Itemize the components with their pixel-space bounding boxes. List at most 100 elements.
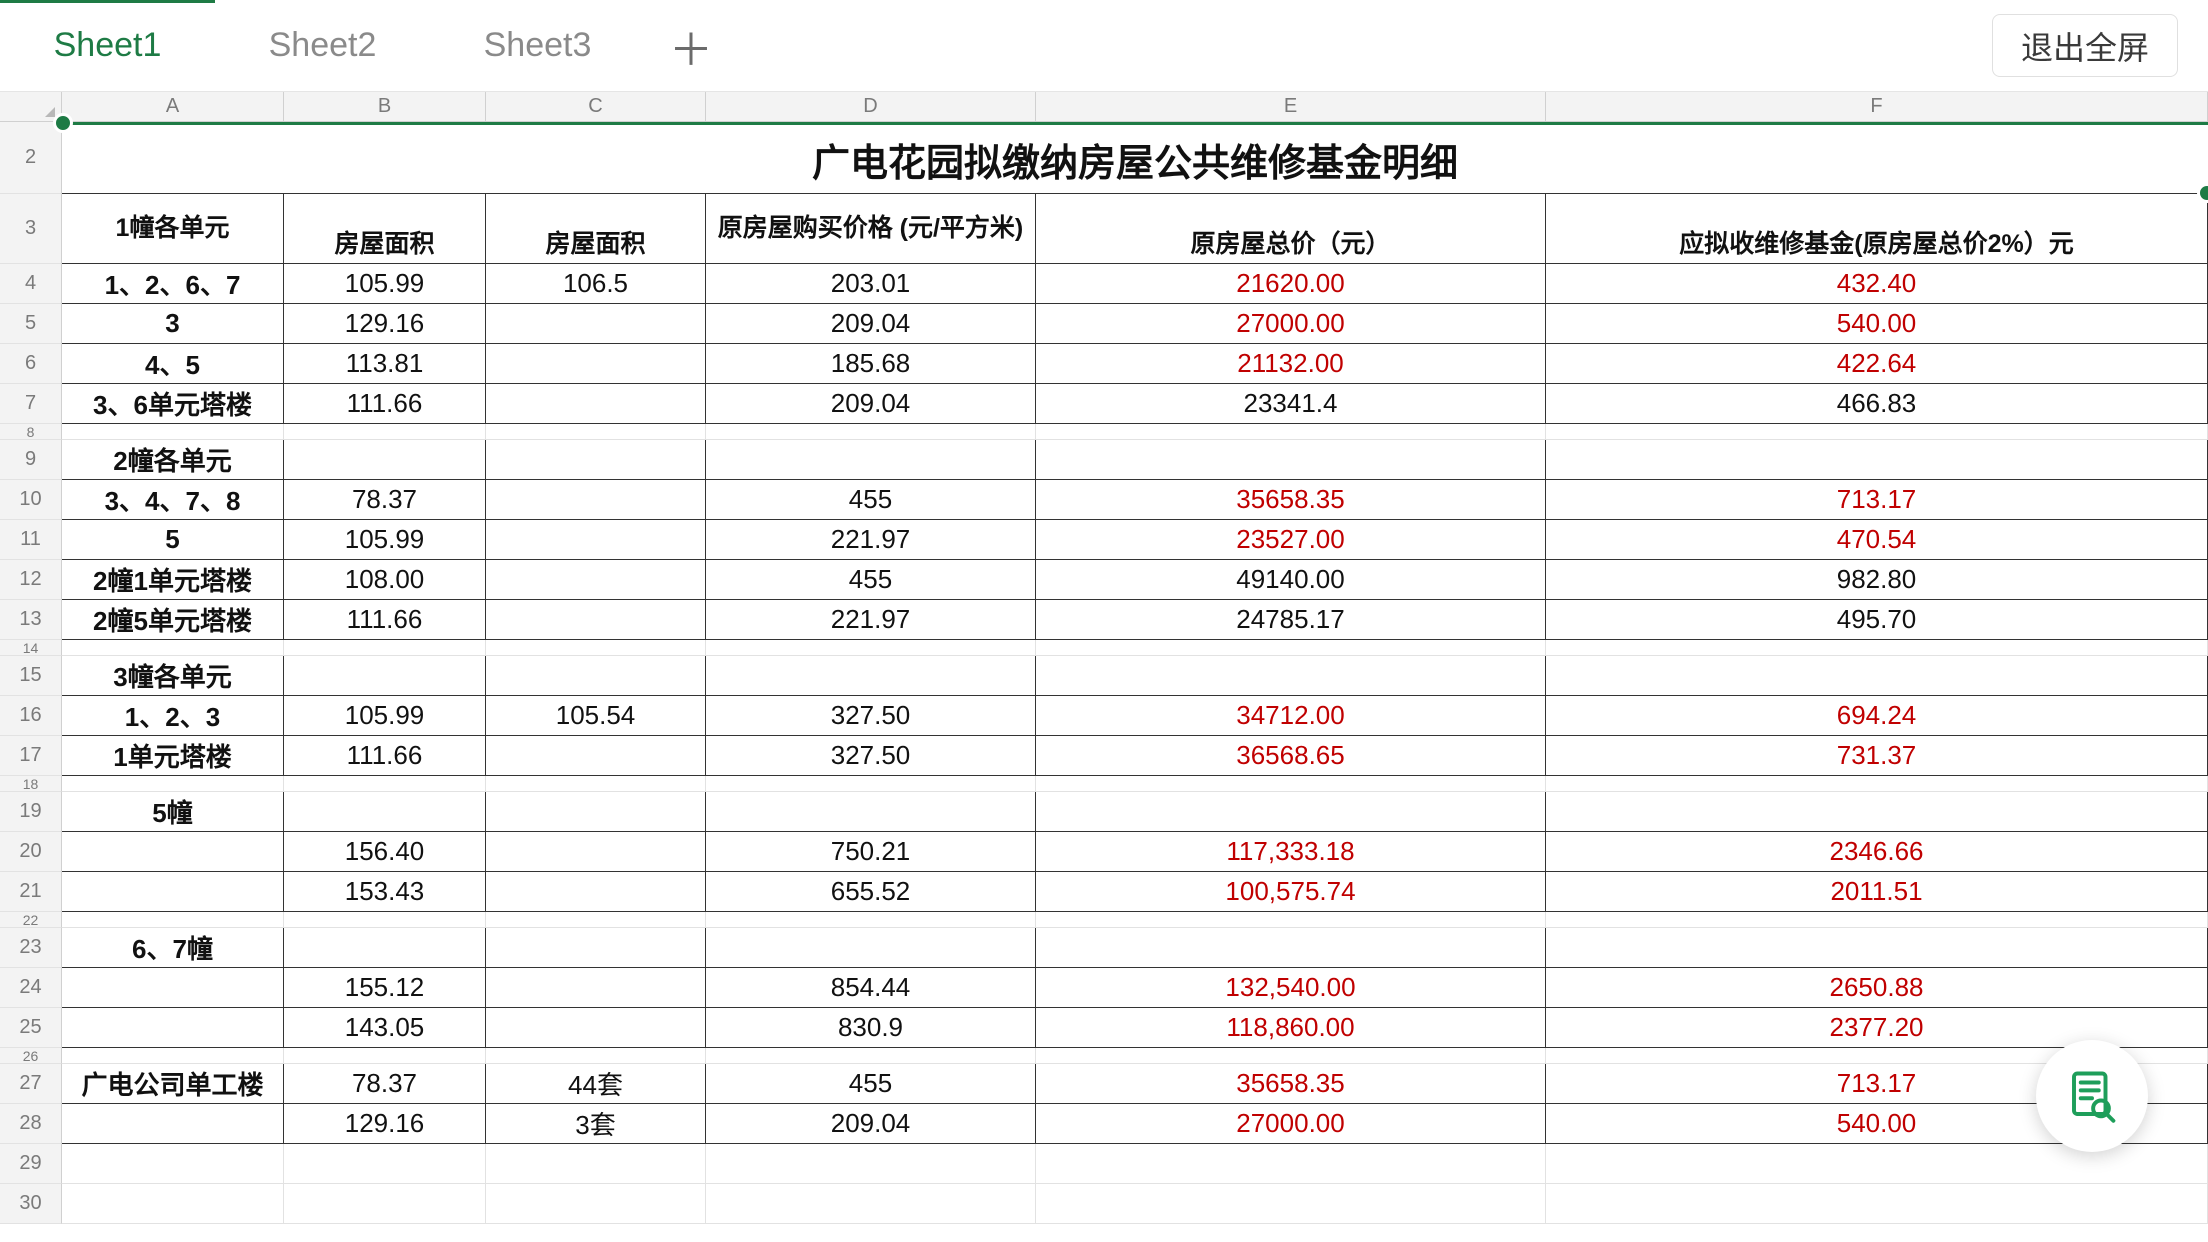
- sheet-title[interactable]: 广电花园拟缴纳房屋公共维修基金明细: [62, 122, 2208, 194]
- cell-E[interactable]: [1036, 776, 1546, 792]
- cell-F[interactable]: 713.17: [1546, 480, 2208, 520]
- cell-B[interactable]: 105.99: [284, 696, 486, 736]
- select-all-corner[interactable]: [0, 92, 62, 121]
- row-number[interactable]: 12: [0, 560, 62, 600]
- cell-E[interactable]: [1036, 928, 1546, 968]
- cell-D[interactable]: 327.50: [706, 696, 1036, 736]
- cell-A[interactable]: 1单元塔楼: [62, 736, 284, 776]
- cell-D[interactable]: 221.97: [706, 520, 1036, 560]
- header-cell-E[interactable]: 原房屋总价（元）: [1036, 194, 1546, 264]
- cell-A[interactable]: [62, 1008, 284, 1048]
- cell-E[interactable]: 27000.00: [1036, 1104, 1546, 1144]
- cell-B[interactable]: [284, 640, 486, 656]
- cell-D[interactable]: 455: [706, 480, 1036, 520]
- row-number[interactable]: 6: [0, 344, 62, 384]
- row-number[interactable]: 22: [0, 912, 62, 928]
- tab-sheet3[interactable]: Sheet3: [430, 0, 645, 91]
- row-number[interactable]: 10: [0, 480, 62, 520]
- cell-E[interactable]: 49140.00: [1036, 560, 1546, 600]
- cell-B[interactable]: [284, 440, 486, 480]
- row-number[interactable]: 5: [0, 304, 62, 344]
- cell-D[interactable]: 455: [706, 560, 1036, 600]
- cell-E[interactable]: 132,540.00: [1036, 968, 1546, 1008]
- cell-F[interactable]: 495.70: [1546, 600, 2208, 640]
- cell-C[interactable]: [486, 520, 706, 560]
- cell-C[interactable]: 105.54: [486, 696, 706, 736]
- row-number[interactable]: 26: [0, 1048, 62, 1064]
- cell-C[interactable]: [486, 872, 706, 912]
- add-sheet-button[interactable]: ＋: [645, 0, 737, 91]
- cell-B[interactable]: [284, 776, 486, 792]
- row-number[interactable]: 19: [0, 792, 62, 832]
- row-number[interactable]: 18: [0, 776, 62, 792]
- selection-handle-icon[interactable]: [53, 113, 73, 133]
- cell-E[interactable]: [1036, 656, 1546, 696]
- cell-B[interactable]: 143.05: [284, 1008, 486, 1048]
- cell-A[interactable]: [62, 968, 284, 1008]
- header-cell-A[interactable]: 1幢各单元: [62, 194, 284, 264]
- cell-B[interactable]: [284, 424, 486, 440]
- col-header-B[interactable]: B: [284, 92, 486, 121]
- cell-A[interactable]: [62, 1144, 284, 1184]
- cell-D[interactable]: 830.9: [706, 1008, 1036, 1048]
- cell-D[interactable]: 655.52: [706, 872, 1036, 912]
- search-float-button[interactable]: [2036, 1040, 2148, 1152]
- cell-D[interactable]: [706, 776, 1036, 792]
- cell-A[interactable]: 1、2、6、7: [62, 264, 284, 304]
- row-number[interactable]: 3: [0, 194, 62, 264]
- cell-C[interactable]: [486, 832, 706, 872]
- cell-F[interactable]: 422.64: [1546, 344, 2208, 384]
- row-number[interactable]: 28: [0, 1104, 62, 1144]
- cell-E[interactable]: 21620.00: [1036, 264, 1546, 304]
- cell-D[interactable]: 455: [706, 1064, 1036, 1104]
- row-number[interactable]: 9: [0, 440, 62, 480]
- cell-E[interactable]: 24785.17: [1036, 600, 1546, 640]
- cell-D[interactable]: 209.04: [706, 1104, 1036, 1144]
- cell-F[interactable]: 2650.88: [1546, 968, 2208, 1008]
- cell-A[interactable]: [62, 872, 284, 912]
- cell-F[interactable]: 466.83: [1546, 384, 2208, 424]
- cell-A[interactable]: [62, 776, 284, 792]
- header-cell-C[interactable]: 房屋面积: [486, 194, 706, 264]
- col-header-D[interactable]: D: [706, 92, 1036, 121]
- row-number[interactable]: 25: [0, 1008, 62, 1048]
- cell-F[interactable]: [1546, 792, 2208, 832]
- cell-F[interactable]: [1546, 424, 2208, 440]
- cell-A[interactable]: [62, 1184, 284, 1224]
- cell-F[interactable]: 2346.66: [1546, 832, 2208, 872]
- cell-A[interactable]: [62, 424, 284, 440]
- cell-A[interactable]: [62, 912, 284, 928]
- cell-B[interactable]: 111.66: [284, 600, 486, 640]
- cell-F[interactable]: 982.80: [1546, 560, 2208, 600]
- cell-C[interactable]: [486, 1008, 706, 1048]
- cell-F[interactable]: 432.40: [1546, 264, 2208, 304]
- cell-C[interactable]: [486, 640, 706, 656]
- cell-A[interactable]: [62, 640, 284, 656]
- cell-E[interactable]: 35658.35: [1036, 480, 1546, 520]
- col-header-F[interactable]: F: [1546, 92, 2208, 121]
- cell-A[interactable]: 6、7幢: [62, 928, 284, 968]
- cell-C[interactable]: 44套: [486, 1064, 706, 1104]
- row-number[interactable]: 21: [0, 872, 62, 912]
- cell-A[interactable]: [62, 1048, 284, 1064]
- cell-F[interactable]: [1546, 640, 2208, 656]
- cell-A[interactable]: [62, 1104, 284, 1144]
- cell-A[interactable]: [62, 832, 284, 872]
- cell-D[interactable]: [706, 792, 1036, 832]
- cell-D[interactable]: 327.50: [706, 736, 1036, 776]
- cell-B[interactable]: 153.43: [284, 872, 486, 912]
- cell-C[interactable]: [486, 912, 706, 928]
- cell-B[interactable]: [284, 928, 486, 968]
- cell-C[interactable]: [486, 968, 706, 1008]
- row-number[interactable]: 23: [0, 928, 62, 968]
- cell-A[interactable]: 5幢: [62, 792, 284, 832]
- cell-F[interactable]: [1546, 440, 2208, 480]
- cell-A[interactable]: 3: [62, 304, 284, 344]
- cell-A[interactable]: 3幢各单元: [62, 656, 284, 696]
- row-number[interactable]: 16: [0, 696, 62, 736]
- cell-C[interactable]: [486, 656, 706, 696]
- row-number[interactable]: 13: [0, 600, 62, 640]
- cell-E[interactable]: [1036, 424, 1546, 440]
- cell-B[interactable]: 105.99: [284, 264, 486, 304]
- cell-F[interactable]: 540.00: [1546, 304, 2208, 344]
